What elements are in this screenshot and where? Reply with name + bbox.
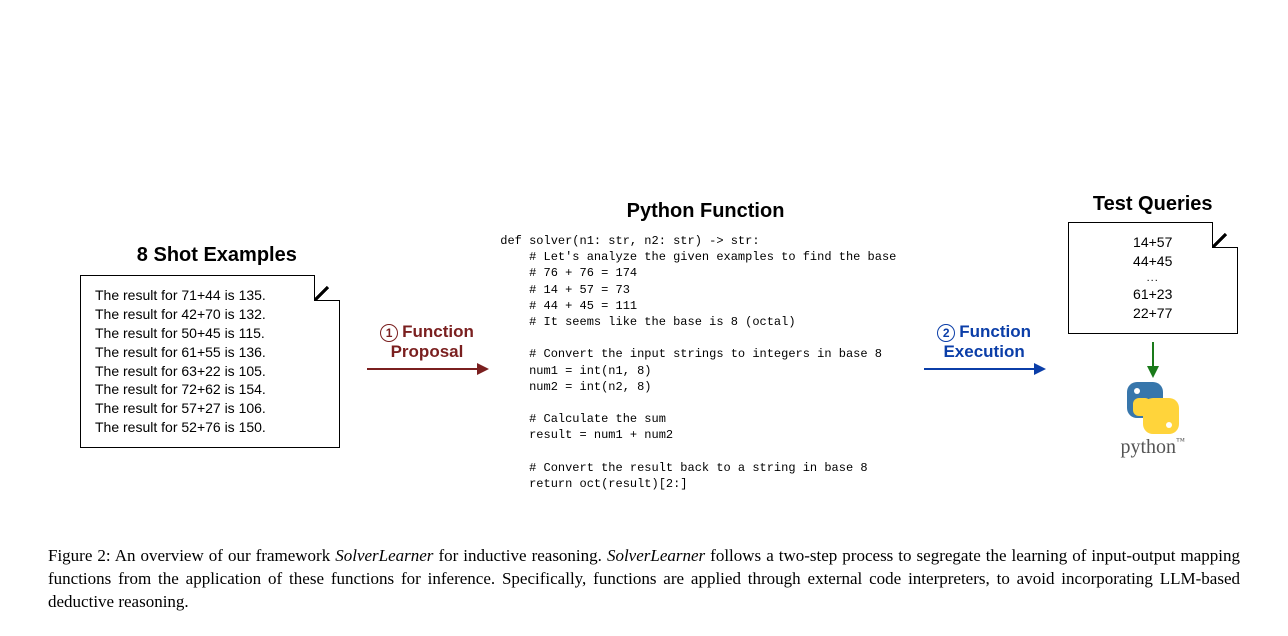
arrow-down-icon <box>1152 342 1154 376</box>
example-line: The result for 57+27 is 106. <box>95 399 325 418</box>
query-line: 14+57 <box>1083 233 1223 252</box>
stage2-arrow: 2Function Execution <box>911 322 1058 371</box>
python-logo-icon <box>1123 382 1183 434</box>
stage2-label-line2: Execution <box>943 342 1024 361</box>
python-wordmark: python™ <box>1121 436 1185 459</box>
figure-caption: Figure 2: An overview of our framework S… <box>48 545 1240 614</box>
stage2-label-line1: Function <box>959 322 1031 341</box>
example-line: The result for 42+70 is 132. <box>95 305 325 324</box>
examples-block: 8 Shot Examples The result for 71+44 is … <box>80 244 354 448</box>
query-line: 44+45 <box>1083 252 1223 271</box>
queries-block: Test Queries 14+57 44+45 ... 61+23 22+77… <box>1057 193 1248 459</box>
arrow-right-icon <box>924 368 1044 370</box>
stage1-arrow: 1Function Proposal <box>354 322 501 371</box>
stage2-number-icon: 2 <box>937 324 955 342</box>
code-content: def solver(n1: str, n2: str) -> str: # L… <box>500 233 911 492</box>
caption-text: An overview of our framework <box>111 546 336 565</box>
caption-figure-label: Figure 2: <box>48 546 111 565</box>
example-line: The result for 50+45 is 115. <box>95 324 325 343</box>
example-line: The result for 71+44 is 135. <box>95 286 325 305</box>
example-line: The result for 63+22 is 105. <box>95 362 325 381</box>
caption-em: SolverLearner <box>607 546 705 565</box>
query-line: 61+23 <box>1083 285 1223 304</box>
query-line: 22+77 <box>1083 304 1223 323</box>
page-fold-icon <box>314 275 340 301</box>
caption-em: SolverLearner <box>335 546 433 565</box>
stage2-label: 2Function Execution <box>937 322 1031 363</box>
example-line: The result for 52+76 is 150. <box>95 418 325 437</box>
page-fold-icon <box>1212 222 1238 248</box>
caption-text: for inductive reasoning. <box>433 546 607 565</box>
stage1-label-line1: Function <box>402 322 474 341</box>
examples-doc: The result for 71+44 is 135. The result … <box>80 275 340 448</box>
queries-heading: Test Queries <box>1093 193 1213 216</box>
queries-doc: 14+57 44+45 ... 61+23 22+77 <box>1068 222 1238 334</box>
code-heading: Python Function <box>500 200 911 223</box>
stage1-number-icon: 1 <box>380 324 398 342</box>
examples-heading: 8 Shot Examples <box>80 244 354 267</box>
query-ellipsis: ... <box>1083 271 1223 286</box>
figure-content: 8 Shot Examples The result for 71+44 is … <box>0 200 1288 492</box>
code-block: Python Function def solver(n1: str, n2: … <box>500 200 911 492</box>
example-line: The result for 72+62 is 154. <box>95 380 325 399</box>
stage1-label: 1Function Proposal <box>380 322 474 363</box>
example-line: The result for 61+55 is 136. <box>95 343 325 362</box>
arrow-right-icon <box>367 368 487 370</box>
stage1-label-line2: Proposal <box>391 342 464 361</box>
main-row: 8 Shot Examples The result for 71+44 is … <box>0 200 1288 492</box>
